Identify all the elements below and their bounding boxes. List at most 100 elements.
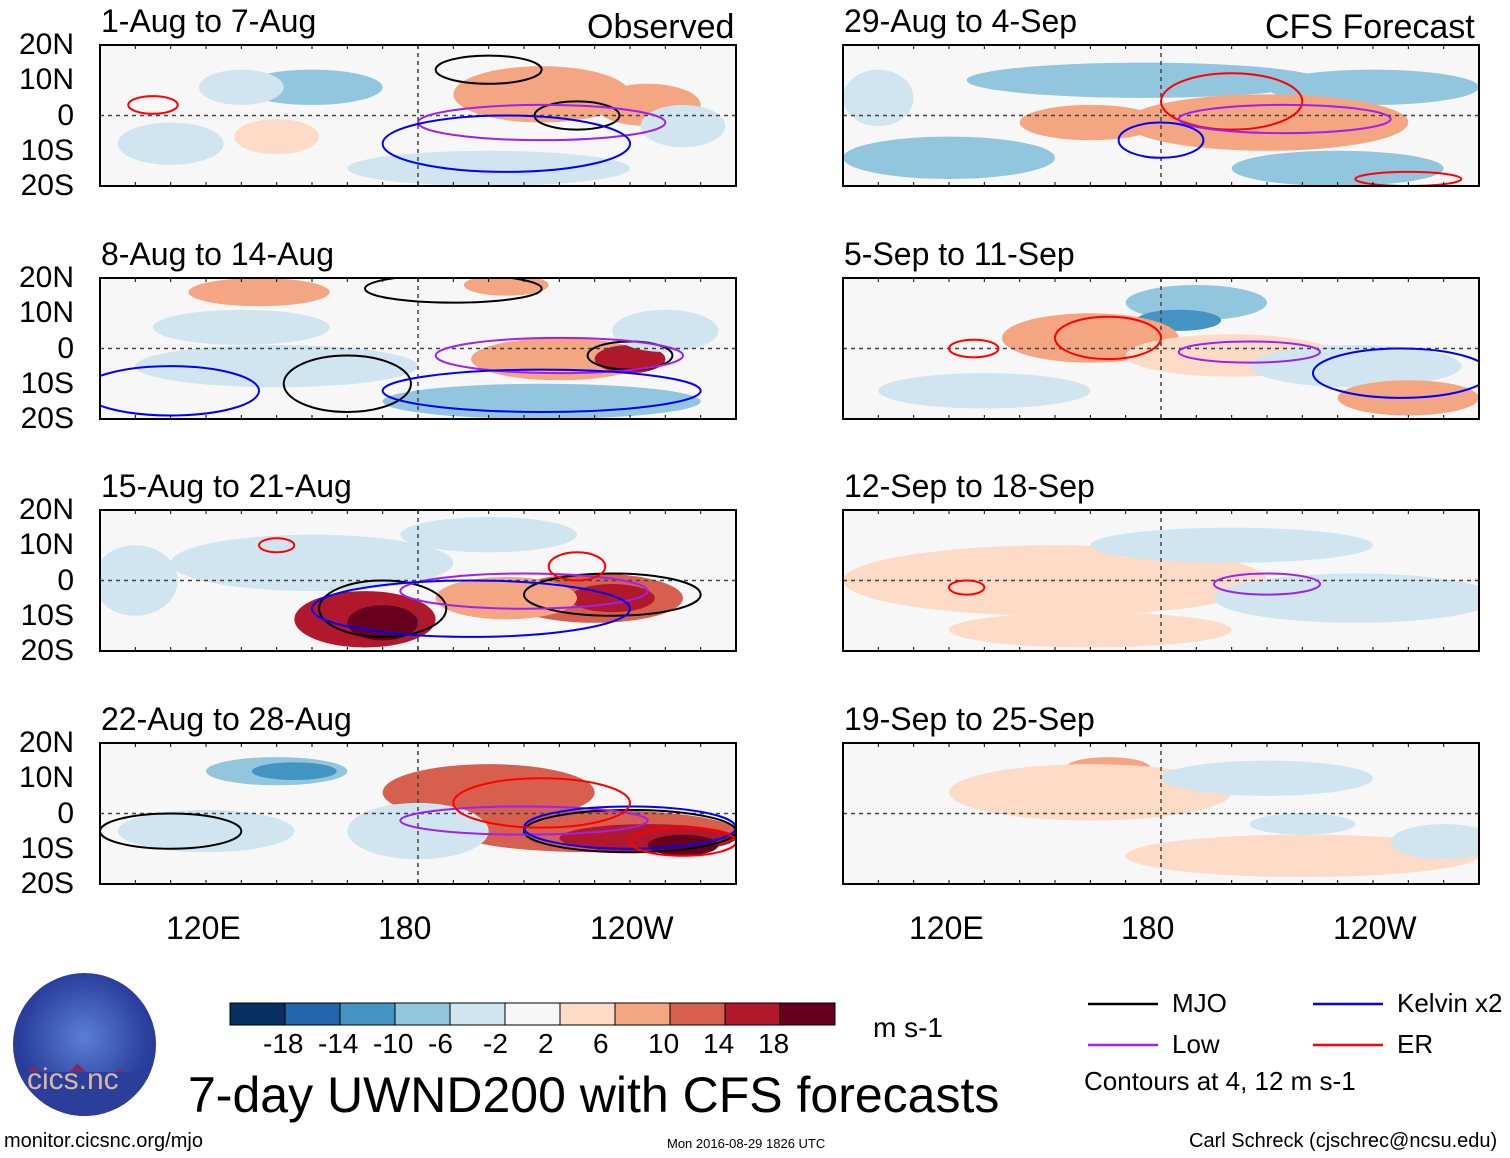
low-contour <box>1177 340 1322 364</box>
mjo-contour <box>364 278 543 304</box>
legend-label: ER <box>1397 1029 1434 1059</box>
anomaly-region <box>453 66 630 123</box>
colorbar-swatch <box>724 1002 781 1026</box>
map-panel <box>843 278 1479 419</box>
panel-title: 1-Aug to 7-Aug <box>101 3 317 39</box>
lat-tick-label: 20N <box>18 493 74 526</box>
colorbar-label: 18 <box>758 1028 790 1059</box>
anomaly-region <box>878 373 1091 409</box>
low-contour <box>1213 572 1321 596</box>
panel-title: 19-Sep to 25-Sep <box>844 701 1095 737</box>
map-panel <box>843 743 1479 884</box>
cics-logo: cics.nc <box>13 973 156 1116</box>
panel-title: 22-Aug to 28-Aug <box>101 701 352 737</box>
mjo-contour <box>282 354 412 413</box>
kelvin-contour <box>311 579 631 638</box>
anomaly-region <box>843 69 914 127</box>
colorbar-swatch <box>559 1002 616 1026</box>
anomaly-region <box>463 278 549 296</box>
er-contour <box>127 95 179 115</box>
lat-tick-label: 10S <box>20 366 74 400</box>
legend-label: MJO <box>1172 988 1227 1018</box>
kelvin-contour <box>381 368 702 413</box>
lat-tick-label: 10S <box>20 831 74 865</box>
lat-tick-label: 20N <box>18 726 74 759</box>
lat-tick-label: 0 <box>57 563 74 597</box>
colorbar-swatch <box>779 1002 836 1026</box>
footer-timestamp: Mon 2016-08-29 1826 UTC <box>667 1136 826 1151</box>
main-title: 7-day UWND200 with CFS forecasts <box>188 1067 1000 1123</box>
anomaly-region <box>1320 580 1462 616</box>
anomaly-region <box>1249 813 1356 835</box>
colorbar-swatch <box>284 1002 341 1026</box>
map-panel <box>100 743 736 884</box>
map-panel <box>100 278 736 419</box>
anomaly-region <box>1125 834 1479 877</box>
footer-author: Carl Schreck (cjschrec@ncsu.edu) <box>1189 1130 1498 1152</box>
mjo-contour <box>523 808 736 854</box>
lat-tick-label: 0 <box>57 796 74 830</box>
low-contour <box>417 103 667 142</box>
anomaly-region <box>198 69 284 105</box>
colorbar-label: -2 <box>483 1028 508 1059</box>
legend-label: Kelvin x2 <box>1397 988 1503 1018</box>
anomaly-region <box>347 150 630 186</box>
colorbar-swatch <box>339 1002 396 1026</box>
lon-tick-label: 180 <box>378 910 432 946</box>
anomaly-region <box>594 344 666 374</box>
anomaly-region <box>117 122 224 165</box>
anomaly-region <box>251 762 337 781</box>
panel-title: 15-Aug to 21-Aug <box>101 468 352 504</box>
lat-tick-label: 10N <box>18 296 74 330</box>
lat-tick-label: 20S <box>20 169 74 202</box>
legend-label: Low <box>1172 1029 1220 1059</box>
colorbar-swatch <box>614 1002 671 1026</box>
colorbar-swatch <box>394 1002 451 1026</box>
low-contour <box>1177 103 1392 135</box>
map-panel <box>100 510 736 651</box>
anomaly-region <box>1019 104 1161 141</box>
lon-tick-label: 120E <box>909 910 984 946</box>
mjo-contour <box>318 579 448 638</box>
colorbar-units: m s-1 <box>873 1012 943 1043</box>
panel-title: 5-Sep to 11-Sep <box>844 236 1075 272</box>
anomaly-region <box>1267 69 1479 105</box>
lat-tick-label: 20S <box>20 634 74 667</box>
er-contour <box>452 777 632 829</box>
anomaly-region <box>1231 150 1444 186</box>
colorbar-swatch <box>449 1002 506 1026</box>
anomaly-region <box>170 534 454 592</box>
colorbar-label: -6 <box>428 1028 453 1059</box>
map-panel <box>843 510 1479 651</box>
er-contour <box>1054 315 1162 361</box>
lat-tick-label: 10N <box>18 528 74 562</box>
er-contour <box>948 338 1000 359</box>
logo-text: cics.nc <box>27 1063 119 1096</box>
anomaly-region <box>843 136 1055 179</box>
panel-title: 12-Sep to 18-Sep <box>844 468 1095 504</box>
anomaly-region <box>1249 344 1462 388</box>
low-contour <box>399 572 649 610</box>
lon-tick-label: 120E <box>166 910 241 946</box>
colorbar-label: 2 <box>538 1028 554 1059</box>
colorbar-label: -10 <box>373 1028 414 1059</box>
lat-tick-label: 10S <box>20 133 74 167</box>
lat-tick-label: 0 <box>57 98 74 132</box>
contour-note: Contours at 4, 12 m s-1 <box>1084 1066 1356 1096</box>
kelvin-contour <box>381 114 632 173</box>
colorbar-label: -14 <box>318 1028 359 1059</box>
footer-url: monitor.cicsnc.org/mjo <box>4 1130 203 1152</box>
lat-tick-label: 10S <box>20 598 74 632</box>
column-title-forecast: CFS Forecast <box>1265 8 1475 46</box>
kelvin-contour <box>1117 121 1205 159</box>
lat-tick-label: 20N <box>18 261 74 294</box>
map-panel <box>843 45 1479 186</box>
lon-tick-label: 120W <box>590 910 674 946</box>
er-contour <box>258 537 296 554</box>
low-contour <box>399 805 649 836</box>
anomaly-region <box>1161 760 1373 796</box>
lon-tick-label: 180 <box>1121 910 1175 946</box>
anomaly-region <box>347 605 418 641</box>
anomaly-region <box>188 278 330 307</box>
